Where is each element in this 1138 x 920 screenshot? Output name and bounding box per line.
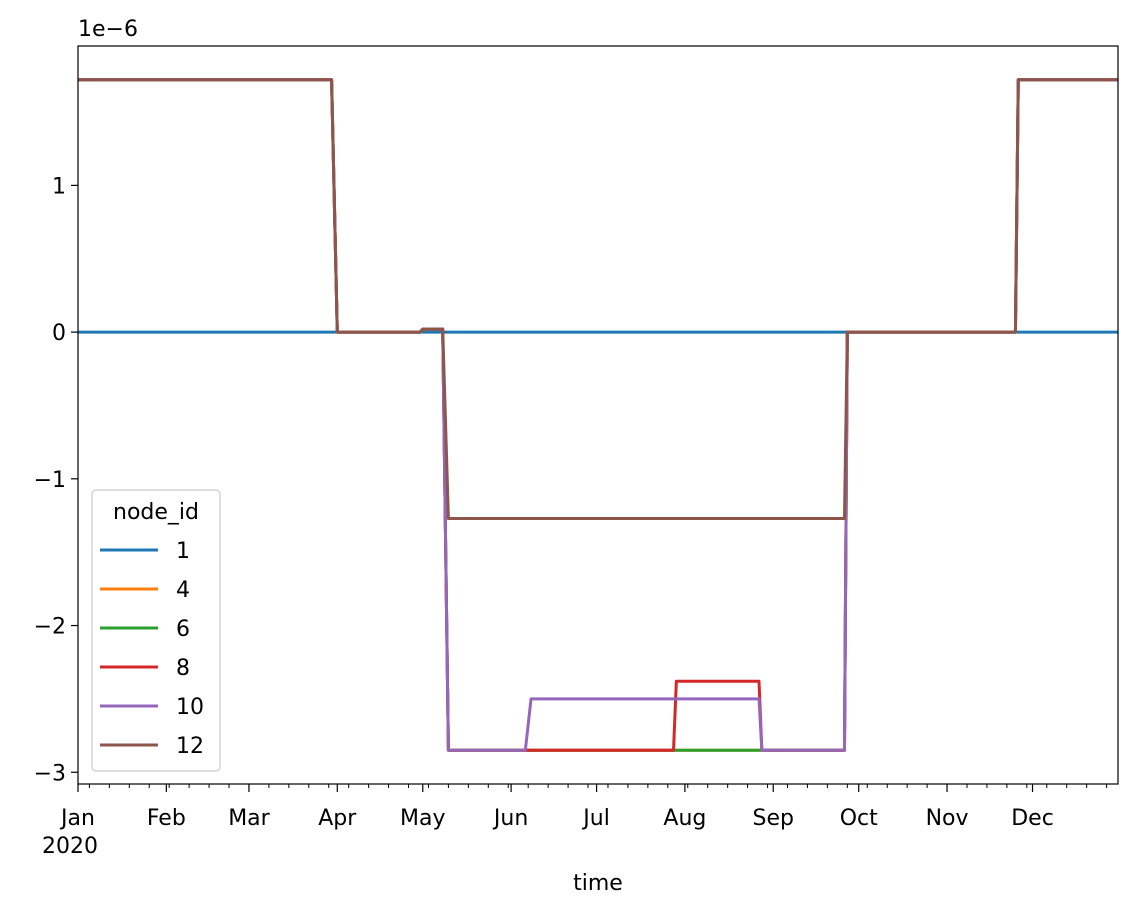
x-tick-label: Feb bbox=[147, 806, 186, 831]
y-tick-label: −1 bbox=[34, 468, 66, 493]
legend-label: 4 bbox=[176, 578, 190, 603]
legend-box bbox=[91, 489, 221, 772]
x-tick-label: Apr bbox=[318, 806, 357, 831]
legend-title: node_id bbox=[113, 500, 199, 525]
x-axis-label: time bbox=[573, 871, 623, 896]
series-line-6 bbox=[78, 78, 1118, 752]
x-tick-label: Jan bbox=[59, 806, 95, 831]
series-line-4 bbox=[78, 78, 1118, 752]
x-tick-label: Aug bbox=[663, 806, 706, 831]
plot-frame bbox=[77, 45, 1119, 785]
y-tick-label: −2 bbox=[34, 615, 66, 640]
x-tick-label: Oct bbox=[840, 806, 878, 831]
series-group bbox=[78, 78, 1118, 752]
y-offset-label: 1e−6 bbox=[78, 17, 138, 42]
x-tick-label: Nov bbox=[926, 806, 969, 831]
x-tick-label: May bbox=[400, 806, 445, 831]
legend-label: 12 bbox=[176, 734, 204, 759]
x-tick-label: Jun bbox=[492, 806, 528, 831]
legend: node_id 1 4 6 8 10 12 bbox=[91, 489, 221, 772]
series-line-8 bbox=[78, 78, 1118, 752]
y-tick-label: 0 bbox=[52, 321, 66, 346]
x-year-label: 2020 bbox=[42, 834, 98, 859]
x-tick-label: Sep bbox=[752, 806, 793, 831]
x-tick-label: Jul bbox=[581, 806, 610, 831]
legend-label: 1 bbox=[176, 539, 190, 564]
series-line-12 bbox=[78, 78, 1118, 520]
series-line-10 bbox=[78, 78, 1118, 752]
y-tick-label: 1 bbox=[52, 174, 66, 199]
legend-label: 8 bbox=[176, 656, 190, 681]
x-tick-label: Mar bbox=[228, 806, 270, 831]
legend-label: 6 bbox=[176, 617, 190, 642]
plot-marks bbox=[78, 78, 1118, 752]
x-tick-label: Dec bbox=[1011, 806, 1054, 831]
legend-label: 10 bbox=[176, 695, 204, 720]
y-tick-label: −3 bbox=[34, 761, 66, 786]
